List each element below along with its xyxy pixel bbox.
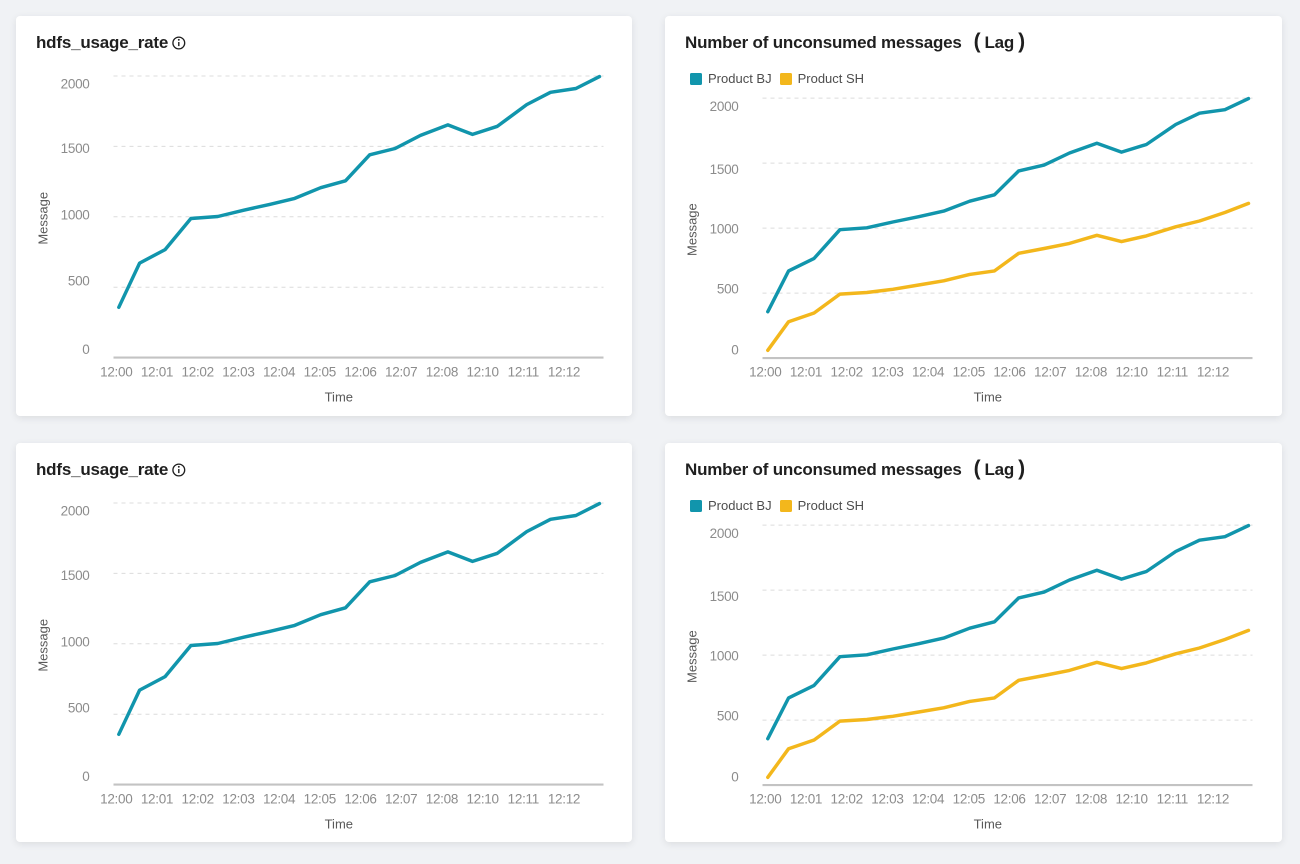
svg-text:12:11: 12:11 xyxy=(1157,792,1188,807)
svg-text:12:02: 12:02 xyxy=(831,365,863,380)
svg-text:12:07: 12:07 xyxy=(1034,792,1066,807)
svg-text:12:03: 12:03 xyxy=(871,365,903,380)
svg-text:0: 0 xyxy=(82,769,89,784)
svg-text:12:11: 12:11 xyxy=(508,365,539,380)
svg-text:12:06: 12:06 xyxy=(344,365,376,380)
svg-text:12:06: 12:06 xyxy=(993,365,1025,380)
svg-text:12:11: 12:11 xyxy=(1157,365,1188,380)
svg-text:12:05: 12:05 xyxy=(953,792,985,807)
svg-text:500: 500 xyxy=(68,701,90,716)
svg-text:12:08: 12:08 xyxy=(1075,792,1107,807)
svg-text:12:00: 12:00 xyxy=(749,365,781,380)
svg-text:12:01: 12:01 xyxy=(790,792,822,807)
svg-text:2000: 2000 xyxy=(710,526,739,541)
svg-text:12:10: 12:10 xyxy=(466,792,498,807)
svg-text:12:02: 12:02 xyxy=(182,792,214,807)
svg-text:12:06: 12:06 xyxy=(993,792,1025,807)
svg-text:12:08: 12:08 xyxy=(1075,365,1107,380)
svg-text:12:01: 12:01 xyxy=(141,365,173,380)
svg-text:12:03: 12:03 xyxy=(222,365,254,380)
svg-text:Time: Time xyxy=(325,817,353,832)
svg-text:12:11: 12:11 xyxy=(508,792,539,807)
svg-text:1000: 1000 xyxy=(61,635,90,650)
svg-text:12:04: 12:04 xyxy=(263,792,296,807)
svg-text:12:05: 12:05 xyxy=(304,365,336,380)
svg-text:12:04: 12:04 xyxy=(263,365,296,380)
svg-text:12:03: 12:03 xyxy=(222,792,254,807)
svg-text:1500: 1500 xyxy=(61,568,90,583)
svg-text:12:12: 12:12 xyxy=(548,792,580,807)
svg-text:12:07: 12:07 xyxy=(385,365,417,380)
svg-text:12:03: 12:03 xyxy=(871,792,903,807)
svg-text:12:08: 12:08 xyxy=(426,365,458,380)
svg-text:0: 0 xyxy=(731,343,738,358)
svg-text:12:07: 12:07 xyxy=(385,792,417,807)
svg-text:12:12: 12:12 xyxy=(1197,792,1229,807)
svg-text:12:10: 12:10 xyxy=(1115,792,1147,807)
svg-text:2000: 2000 xyxy=(61,77,90,92)
svg-text:12:04: 12:04 xyxy=(912,792,945,807)
svg-text:Message: Message xyxy=(36,619,51,672)
svg-text:12:02: 12:02 xyxy=(182,365,214,380)
svg-text:1500: 1500 xyxy=(710,162,739,177)
svg-text:12:05: 12:05 xyxy=(304,792,336,807)
svg-text:12:00: 12:00 xyxy=(100,792,132,807)
svg-text:1000: 1000 xyxy=(710,222,739,237)
svg-text:12:06: 12:06 xyxy=(344,792,376,807)
svg-text:Time: Time xyxy=(974,390,1002,405)
svg-text:12:04: 12:04 xyxy=(912,365,945,380)
svg-text:12:12: 12:12 xyxy=(1197,365,1229,380)
svg-text:12:00: 12:00 xyxy=(749,792,781,807)
svg-text:500: 500 xyxy=(717,709,739,724)
svg-text:2000: 2000 xyxy=(61,504,90,519)
svg-text:1500: 1500 xyxy=(710,589,739,604)
svg-text:12:00: 12:00 xyxy=(100,365,132,380)
svg-text:500: 500 xyxy=(68,274,90,289)
svg-text:1000: 1000 xyxy=(61,208,90,223)
svg-text:12:02: 12:02 xyxy=(831,792,863,807)
svg-text:12:05: 12:05 xyxy=(953,365,985,380)
svg-text:12:10: 12:10 xyxy=(466,365,498,380)
svg-text:Time: Time xyxy=(974,817,1002,832)
svg-text:12:08: 12:08 xyxy=(426,792,458,807)
svg-text:12:10: 12:10 xyxy=(1115,365,1147,380)
svg-text:0: 0 xyxy=(731,770,738,785)
svg-text:12:12: 12:12 xyxy=(548,365,580,380)
svg-text:500: 500 xyxy=(717,282,739,297)
svg-text:12:07: 12:07 xyxy=(1034,365,1066,380)
svg-text:0: 0 xyxy=(82,342,89,357)
svg-text:Message: Message xyxy=(685,630,700,683)
svg-text:2000: 2000 xyxy=(710,99,739,114)
svg-text:12:01: 12:01 xyxy=(790,365,822,380)
svg-text:Time: Time xyxy=(325,390,353,405)
svg-text:1500: 1500 xyxy=(61,141,90,156)
svg-text:1000: 1000 xyxy=(710,649,739,664)
svg-text:12:01: 12:01 xyxy=(141,792,173,807)
svg-text:Message: Message xyxy=(685,203,700,256)
svg-text:Message: Message xyxy=(36,192,51,245)
